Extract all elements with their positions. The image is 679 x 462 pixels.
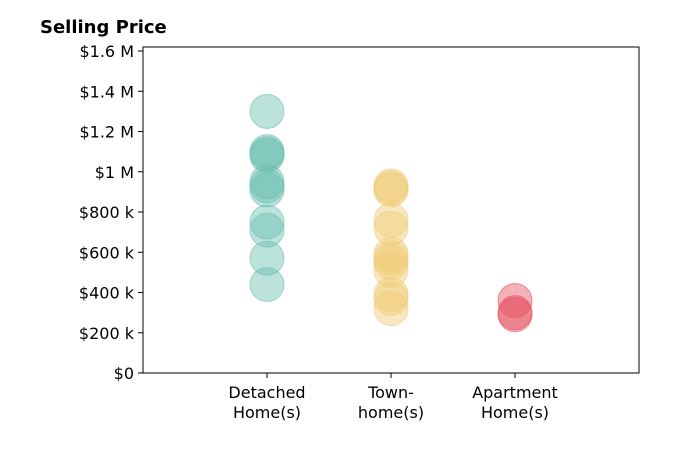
data-point [373, 281, 409, 317]
y-axis: $0 $200 k $400 k $600 k $800 k $1 M $1.2 M $1.4… [79, 42, 143, 383]
data-point [373, 291, 409, 327]
x-tick-label: Home(s) [233, 403, 301, 422]
data-point [373, 172, 409, 208]
x-axis: DetachedHome(s)Town-home(s)ApartmentHome… [228, 373, 558, 422]
x-tick-label: Apartment [472, 383, 558, 402]
x-tick-label: Home(s) [481, 403, 549, 422]
data-point [497, 297, 533, 333]
data-point [373, 252, 409, 288]
y-tick-label: $1.2 M [79, 123, 134, 142]
x-tick-label: Detached [228, 383, 305, 402]
data-point [249, 93, 285, 129]
x-tick-label: Town- [367, 383, 414, 402]
y-tick-label: $200 k [79, 324, 135, 343]
y-tick-label: $400 k [79, 284, 135, 303]
y-tick-label: $600 k [79, 243, 135, 262]
y-tick-label: $1.6 M [79, 42, 134, 61]
data-points [249, 93, 533, 333]
x-tick-label: home(s) [358, 403, 424, 422]
data-point [373, 244, 409, 280]
y-tick-label: $0 [114, 364, 134, 383]
y-tick-label: $1.4 M [79, 82, 134, 101]
y-tick-label: $800 k [79, 203, 135, 222]
y-tick-label: $1 M [95, 163, 134, 182]
data-point [249, 266, 285, 302]
chart-title: Selling Price [40, 17, 167, 38]
data-point [497, 283, 533, 319]
data-point [249, 212, 285, 248]
data-point [249, 204, 285, 240]
data-point [249, 240, 285, 276]
data-point [249, 172, 285, 208]
